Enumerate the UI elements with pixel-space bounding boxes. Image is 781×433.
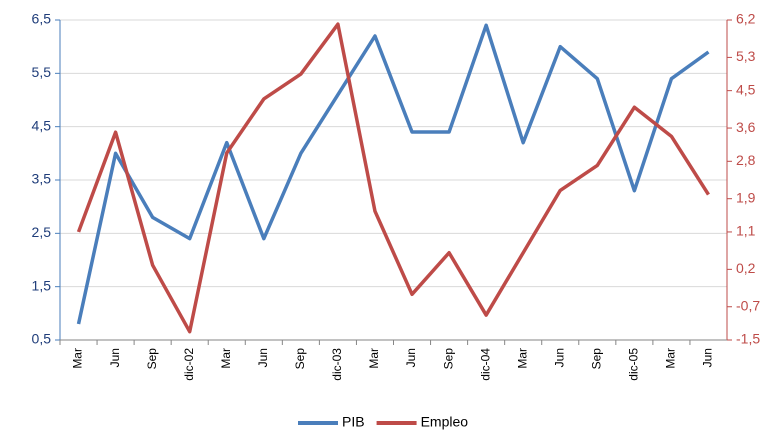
y-tick-label: 4,5 <box>32 117 52 133</box>
y2-tick-label: 2,8 <box>736 152 756 168</box>
x-tick-label: dic-03 <box>330 348 344 381</box>
x-tick-label: dic-04 <box>478 348 492 381</box>
x-tick-label: dic-02 <box>182 348 196 381</box>
y-tick-label: 1,5 <box>32 277 52 293</box>
x-tick-label: Mar <box>367 348 381 369</box>
y2-tick-label: 6,2 <box>736 11 756 27</box>
y2-tick-label: 4,5 <box>736 81 756 97</box>
y2-tick-label: 3,6 <box>736 119 756 135</box>
x-tick-label: Jun <box>552 348 566 367</box>
y-tick-label: 5,5 <box>32 64 52 80</box>
legend-label: PIB <box>342 414 365 430</box>
y-tick-label: 0,5 <box>32 331 52 347</box>
y2-tick-label: -0,7 <box>736 297 760 313</box>
x-tick-label: Jun <box>404 348 418 367</box>
x-tick-label: Mar <box>664 348 678 369</box>
series-line <box>76 22 710 334</box>
x-tick-label: Jun <box>108 348 122 367</box>
y2-tick-label: 1,1 <box>736 223 756 239</box>
x-tick-label: Sep <box>589 348 603 370</box>
y2-tick-label: 0,2 <box>736 260 756 276</box>
legend-label: Empleo <box>421 414 469 430</box>
x-tick-label: Sep <box>293 348 307 370</box>
y-tick-label: 3,5 <box>32 171 52 187</box>
x-tick-label: Mar <box>219 348 233 369</box>
x-tick-label: Mar <box>71 348 85 369</box>
y-tick-label: 2,5 <box>32 224 52 240</box>
y2-tick-label: 1,9 <box>736 189 756 205</box>
y2-tick-label: -1,5 <box>736 331 760 347</box>
y-tick-label: 6,5 <box>32 11 52 27</box>
x-tick-label: dic-05 <box>627 348 641 381</box>
x-tick-label: Sep <box>441 348 455 370</box>
x-tick-label: Mar <box>515 348 529 369</box>
series-line <box>76 23 710 325</box>
x-tick-label: Sep <box>145 348 159 370</box>
y2-tick-label: 5,3 <box>736 48 756 64</box>
x-tick-label: Jun <box>701 348 715 367</box>
x-tick-label: Jun <box>256 348 270 367</box>
